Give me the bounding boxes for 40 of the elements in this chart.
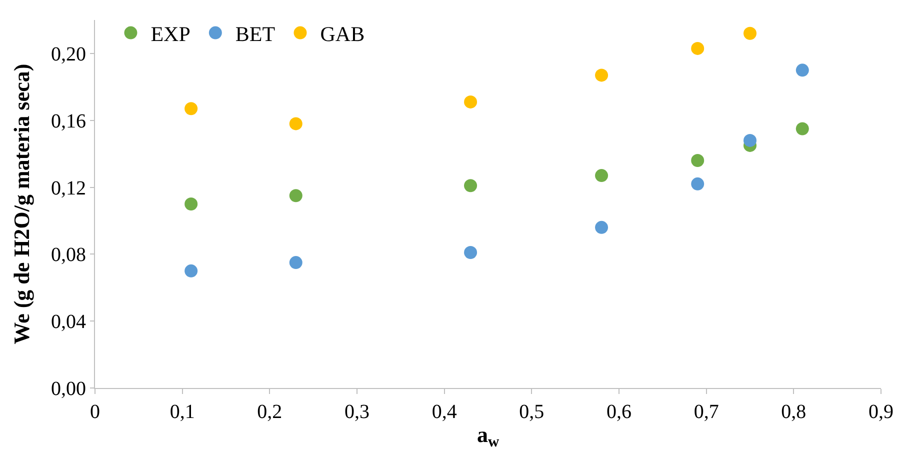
- y-tick-label: 0,16: [51, 110, 86, 132]
- x-tick-label: 0: [90, 401, 100, 423]
- x-tick-label: 0,5: [519, 401, 544, 423]
- point: [796, 122, 809, 136]
- point: [289, 256, 302, 270]
- point: [289, 117, 302, 130]
- point: [691, 42, 704, 55]
- x-tick-label: 0,4: [432, 401, 457, 423]
- y-tick-label: 0,12: [51, 177, 86, 200]
- point: [184, 102, 198, 116]
- point: [744, 26, 756, 40]
- legend-label: GAB: [320, 22, 365, 46]
- x-tick-label: 0,2: [257, 401, 282, 423]
- x-tick-label: 0,9: [868, 401, 894, 423]
- point: [595, 220, 608, 234]
- point: [691, 177, 704, 190]
- point: [184, 198, 198, 210]
- point: [595, 68, 608, 82]
- x-tick-label: 0,1: [170, 401, 195, 423]
- x-tick-label: 0,6: [606, 401, 632, 423]
- x-tick-label: 0,3: [344, 401, 370, 423]
- point: [796, 64, 809, 77]
- point: [464, 179, 478, 192]
- x-tick-label: 0,8: [781, 401, 806, 423]
- legend-label: EXP: [150, 22, 190, 46]
- y-tick-label: 0,00: [51, 378, 86, 400]
- point: [691, 154, 704, 168]
- point: [464, 246, 478, 260]
- point: [184, 264, 198, 278]
- y-tick-label: 0,04: [51, 311, 86, 334]
- y-tick-label: 0,08: [51, 244, 86, 266]
- x-tick-label: 0,7: [694, 401, 719, 423]
- y-tick-label: 0,20: [51, 43, 86, 66]
- y-axis-title: We (g de H2O/g materia seca): [8, 64, 34, 344]
- legend-label: BET: [235, 22, 276, 46]
- point: [289, 189, 302, 202]
- point: [595, 169, 608, 182]
- point: [464, 95, 478, 108]
- point: [744, 134, 756, 147]
- x-axis-title: a$_{w}$: [476, 422, 500, 451]
